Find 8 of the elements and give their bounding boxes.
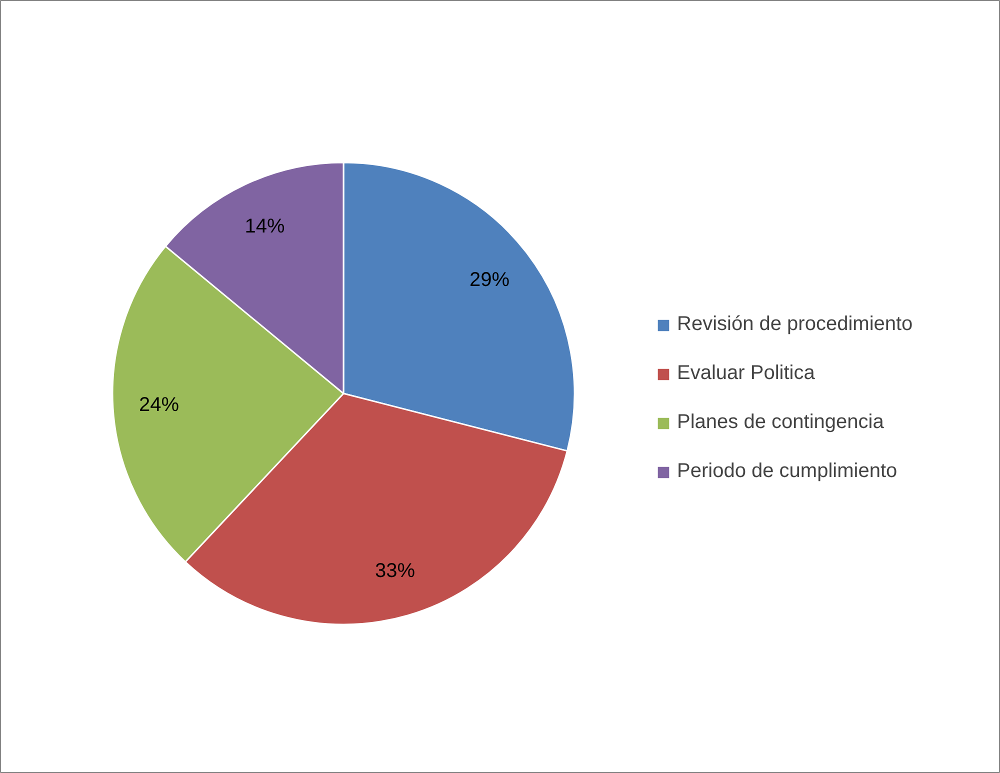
legend-label: Planes de contingencia [677, 411, 884, 434]
data-label: 14% [244, 215, 286, 238]
legend-label: Evaluar Politica [677, 362, 815, 385]
legend-label: Periodo de cumplimiento [677, 460, 898, 483]
legend-label: Revisión de procedimiento [677, 313, 913, 336]
data-label: 29% [470, 269, 510, 292]
data-label: 33% [375, 560, 416, 582]
data-label: 24% [139, 394, 180, 416]
